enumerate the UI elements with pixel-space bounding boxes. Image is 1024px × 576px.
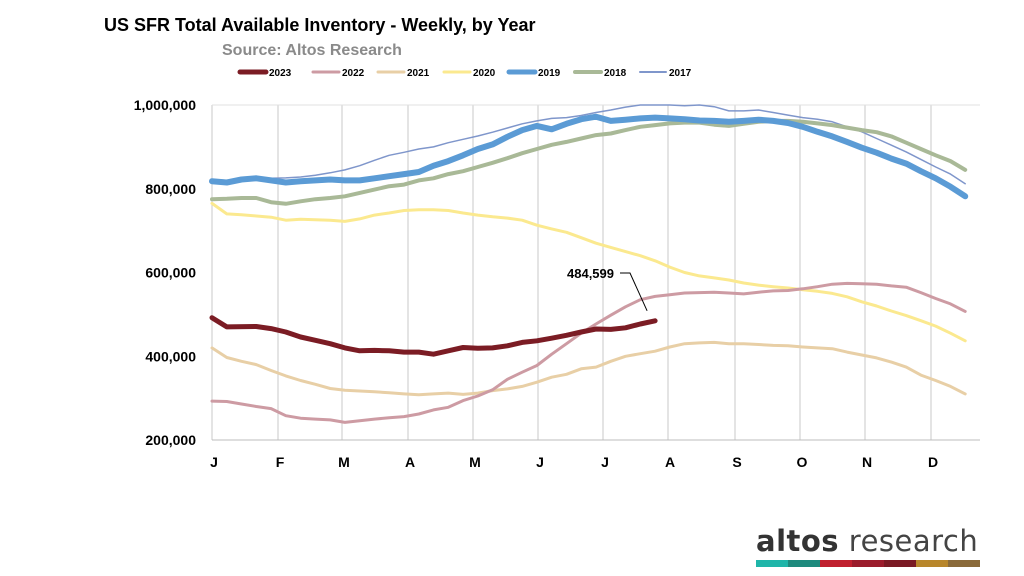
series-line-2019 [209,113,969,200]
x-tick-label: A [405,454,415,470]
gridlines [211,104,980,441]
x-tick-label: J [210,454,218,470]
x-tick-label: J [536,454,544,470]
brand-text-light: research [848,524,979,558]
legend-label-2017: 2017 [669,68,692,79]
brand-stripe-segment [884,560,916,567]
x-tick-label: N [862,454,872,470]
legend-label-2023: 2023 [269,68,292,79]
brand-stripe-segment [756,560,788,567]
brand-wordmark: altos research [756,524,980,558]
series-line-2018 [210,118,968,206]
legend-label-2020: 2020 [473,68,496,79]
x-tick-label: M [469,454,481,470]
annotation: 484,599 [567,266,648,312]
y-tick-label: 600,000 [145,265,196,281]
legend-label-2021: 2021 [407,68,430,79]
y-axis: 1,000,000 800,000 600,000 400,000 200,000 [134,97,197,448]
legend-label-2022: 2022 [342,68,365,79]
brand-stripe-segment [948,560,980,567]
x-tick-label: F [276,454,285,470]
brand-color-stripe [756,560,980,567]
x-tick-label: A [665,454,675,470]
brand-text-bold: altos [756,524,840,558]
series-lines [209,104,969,424]
legend: 2023 2022 2021 2020 2019 2018 2017 [237,68,692,79]
chart-title: US SFR Total Available Inventory - Weekl… [104,15,535,35]
legend-label-2018: 2018 [604,68,627,79]
brand-stripe-segment [820,560,852,567]
y-tick-label: 1,000,000 [134,97,196,113]
y-tick-label: 800,000 [145,181,196,197]
x-tick-label: D [928,454,938,470]
series-line-2023 [209,315,658,357]
x-tick-label: O [797,454,808,470]
x-tick-label: J [601,454,609,470]
series-line-2021 [210,340,967,397]
x-tick-label: M [338,454,350,470]
chart-subtitle: Source: Altos Research [222,42,402,59]
brand-stripe-segment [916,560,948,567]
legend-label-2019: 2019 [538,68,561,79]
annotation-leader-line [620,272,648,312]
brand-logo: altos research [756,524,980,567]
brand-stripe-segment [788,560,820,567]
annotation-label: 484,599 [567,266,614,281]
y-tick-label: 400,000 [145,348,196,364]
x-tick-label: S [732,454,741,470]
series-line-2020 [210,201,967,343]
brand-stripe-segment [852,560,884,567]
y-tick-label: 200,000 [145,432,196,448]
series-line-2017 [211,104,966,185]
